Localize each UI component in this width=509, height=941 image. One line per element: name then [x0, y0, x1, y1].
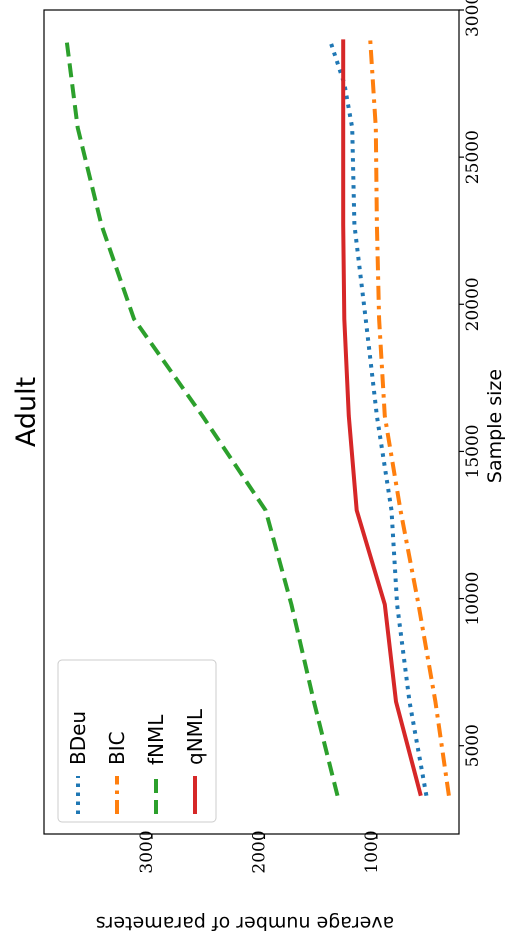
- x-tick-label: 5000: [463, 724, 483, 767]
- x-tick-label: 20000: [463, 277, 483, 331]
- y-tick-label: 1000: [362, 830, 382, 873]
- series-line-fnml: [64, 39, 340, 797]
- x-tick-label: 30000: [463, 0, 483, 37]
- x-tick-label: 10000: [463, 572, 483, 626]
- series-line-bdeu: [327, 38, 429, 797]
- plot-frame: [43, 9, 460, 835]
- x-tick-label: 15000: [463, 424, 483, 478]
- x-axis-label: Sample size: [484, 369, 506, 483]
- legend: BDeu BIC fNML qNML: [57, 659, 217, 823]
- y-tick-label: 2000: [249, 830, 269, 873]
- legend-label-bic: BIC: [105, 731, 129, 765]
- y-axis-label: average number of parameters: [96, 912, 395, 934]
- y-tick-label: 3000: [137, 830, 157, 873]
- series-line-bic: [368, 39, 451, 796]
- legend-label-fnml: fNML: [144, 714, 168, 765]
- chart-title: Adult: [11, 377, 42, 447]
- plot-area: 5000 10000 15000 20000 25000 30000 1000 2000 300…: [43, 0, 483, 874]
- legend-label-bdeu: BDeu: [66, 711, 90, 765]
- x-tick-label: 25000: [463, 130, 483, 184]
- legend-label-qnml: qNML: [183, 708, 207, 765]
- series-line-qnml: [341, 39, 423, 797]
- legend-box: [57, 659, 217, 823]
